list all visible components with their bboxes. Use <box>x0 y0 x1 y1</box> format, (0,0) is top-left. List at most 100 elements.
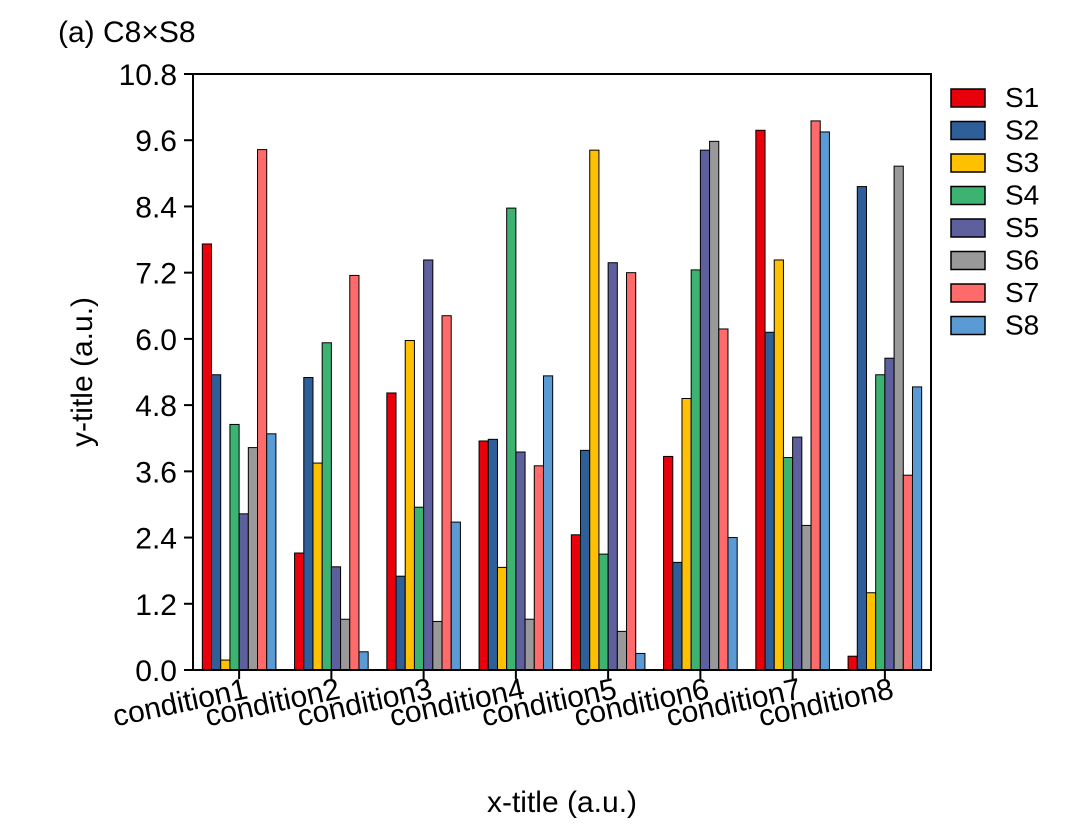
bar-s1-condition1 <box>201 243 213 671</box>
y-tick-label: 7.2 <box>135 258 177 291</box>
bar-s2-condition6 <box>672 561 683 671</box>
y-tick-label: 4.8 <box>135 390 177 423</box>
y-tick-label: 8.4 <box>135 191 177 224</box>
bar-s8-condition5 <box>635 652 646 671</box>
legend-label-s2: S2 <box>1005 115 1039 146</box>
bar-s8-condition1 <box>266 433 277 671</box>
bar-s4-condition6 <box>690 269 701 671</box>
bar-s2-condition4 <box>487 438 498 671</box>
y-tick-label: 10.8 <box>119 59 177 92</box>
bar-s4-condition8 <box>875 374 886 671</box>
bar-s5-condition8 <box>884 357 895 671</box>
bar-s7-condition5 <box>626 272 637 671</box>
legend-swatch-s5 <box>950 218 986 238</box>
y-tick-label: 6.0 <box>135 324 177 357</box>
bar-s1-condition5 <box>570 534 582 671</box>
bar-s3-condition2 <box>312 462 323 671</box>
bar-s5-condition1 <box>238 513 249 671</box>
bar-s8-condition3 <box>450 521 461 671</box>
bar-s5-condition5 <box>607 262 618 671</box>
bar-s7-condition8 <box>902 474 913 671</box>
bar-s1-condition8 <box>847 655 858 671</box>
bar-s8-condition6 <box>727 537 738 671</box>
y-axis-ticks: 0.0 1.2 2.4 3.6 4.8 6.0 7.2 8.4 9.6 10.8 <box>119 59 193 688</box>
bar-s4-condition3 <box>413 506 425 671</box>
chart-title: (a) C8×S8 <box>58 16 196 49</box>
bar-s3-condition5 <box>589 149 600 671</box>
legend-swatch-s6 <box>950 250 986 271</box>
legend-swatch-s2 <box>950 120 986 141</box>
bar-s1-condition2 <box>294 552 305 671</box>
bar-s3-condition4 <box>496 566 508 671</box>
bar-s2-condition1 <box>211 374 222 671</box>
bar-s8-condition8 <box>911 386 923 671</box>
legend-label-s3: S3 <box>1005 147 1039 178</box>
bar-s1-condition6 <box>663 455 674 671</box>
bar-s6-condition6 <box>709 140 720 671</box>
bar-s4-condition7 <box>782 457 794 671</box>
legend-label-s7: S7 <box>1005 277 1039 308</box>
bar-s5-condition7 <box>792 436 803 671</box>
bar-s3-condition1 <box>220 659 231 671</box>
legend-swatch-s3 <box>950 153 986 173</box>
bar-s5-condition3 <box>423 259 434 671</box>
bar-s6-condition4 <box>524 618 535 671</box>
bar-s2-condition5 <box>580 449 591 671</box>
bar-s7-condition2 <box>349 274 360 671</box>
bar-s6-condition3 <box>432 620 443 671</box>
bar-s4-condition4 <box>506 207 517 671</box>
bar-s7-condition7 <box>810 120 821 671</box>
bar-s3-condition3 <box>404 340 415 671</box>
bar-s7-condition4 <box>533 465 544 671</box>
bar-s1-condition4 <box>478 440 489 671</box>
bar-s4-condition5 <box>598 553 609 671</box>
bar-s7-condition1 <box>257 149 268 671</box>
bar-s6-condition8 <box>893 165 904 671</box>
bars-group <box>201 120 923 671</box>
legend-swatch-s7 <box>950 283 986 303</box>
y-tick-label: 1.2 <box>135 589 177 622</box>
legend-swatch-s4 <box>950 185 986 206</box>
x-axis-title: x-title (a.u.) <box>487 786 637 819</box>
legend-swatch-s8 <box>950 315 986 336</box>
bar-s6-condition5 <box>616 630 628 671</box>
legend-label-s4: S4 <box>1005 180 1039 211</box>
y-tick-label: 9.6 <box>135 125 177 158</box>
bar-s4-condition1 <box>229 423 240 671</box>
bar-s5-condition4 <box>515 451 526 671</box>
bar-s3-condition6 <box>681 397 692 671</box>
bar-s7-condition6 <box>718 328 729 671</box>
bar-s7-condition3 <box>441 315 452 671</box>
bar-s2-condition2 <box>303 377 314 671</box>
legend-swatch-s1 <box>950 88 986 108</box>
bar-s3-condition8 <box>865 592 877 671</box>
y-tick-label: 3.6 <box>135 456 177 489</box>
bar-s8-condition7 <box>819 131 830 671</box>
legend-label-s1: S1 <box>1005 82 1039 113</box>
bar-s6-condition2 <box>340 618 351 671</box>
x-axis-ticks: condition1condition2condition3condition4… <box>110 670 896 733</box>
legend-label-s5: S5 <box>1005 212 1039 243</box>
y-axis-title: y-title (a.u.) <box>66 297 99 447</box>
bar-s8-condition4 <box>542 375 554 671</box>
bar-s8-condition2 <box>358 651 369 671</box>
legend-label-s6: S6 <box>1005 245 1039 276</box>
bar-s6-condition1 <box>247 447 259 671</box>
bar-s4-condition2 <box>321 342 332 671</box>
bar-s3-condition7 <box>773 259 784 671</box>
bar-s2-condition8 <box>856 186 867 671</box>
bar-s1-condition7 <box>755 129 766 671</box>
legend-label-s8: S8 <box>1005 310 1039 341</box>
y-tick-label: 2.4 <box>135 523 177 556</box>
bar-s2-condition3 <box>395 575 406 671</box>
bar-s5-condition2 <box>330 566 342 671</box>
plot-frame <box>192 73 932 671</box>
bar-s2-condition7 <box>764 331 775 671</box>
y-tick-label: 0.0 <box>135 655 177 688</box>
bar-s5-condition6 <box>699 149 711 671</box>
bar-s1-condition3 <box>386 392 397 671</box>
bar-s6-condition7 <box>801 524 812 671</box>
